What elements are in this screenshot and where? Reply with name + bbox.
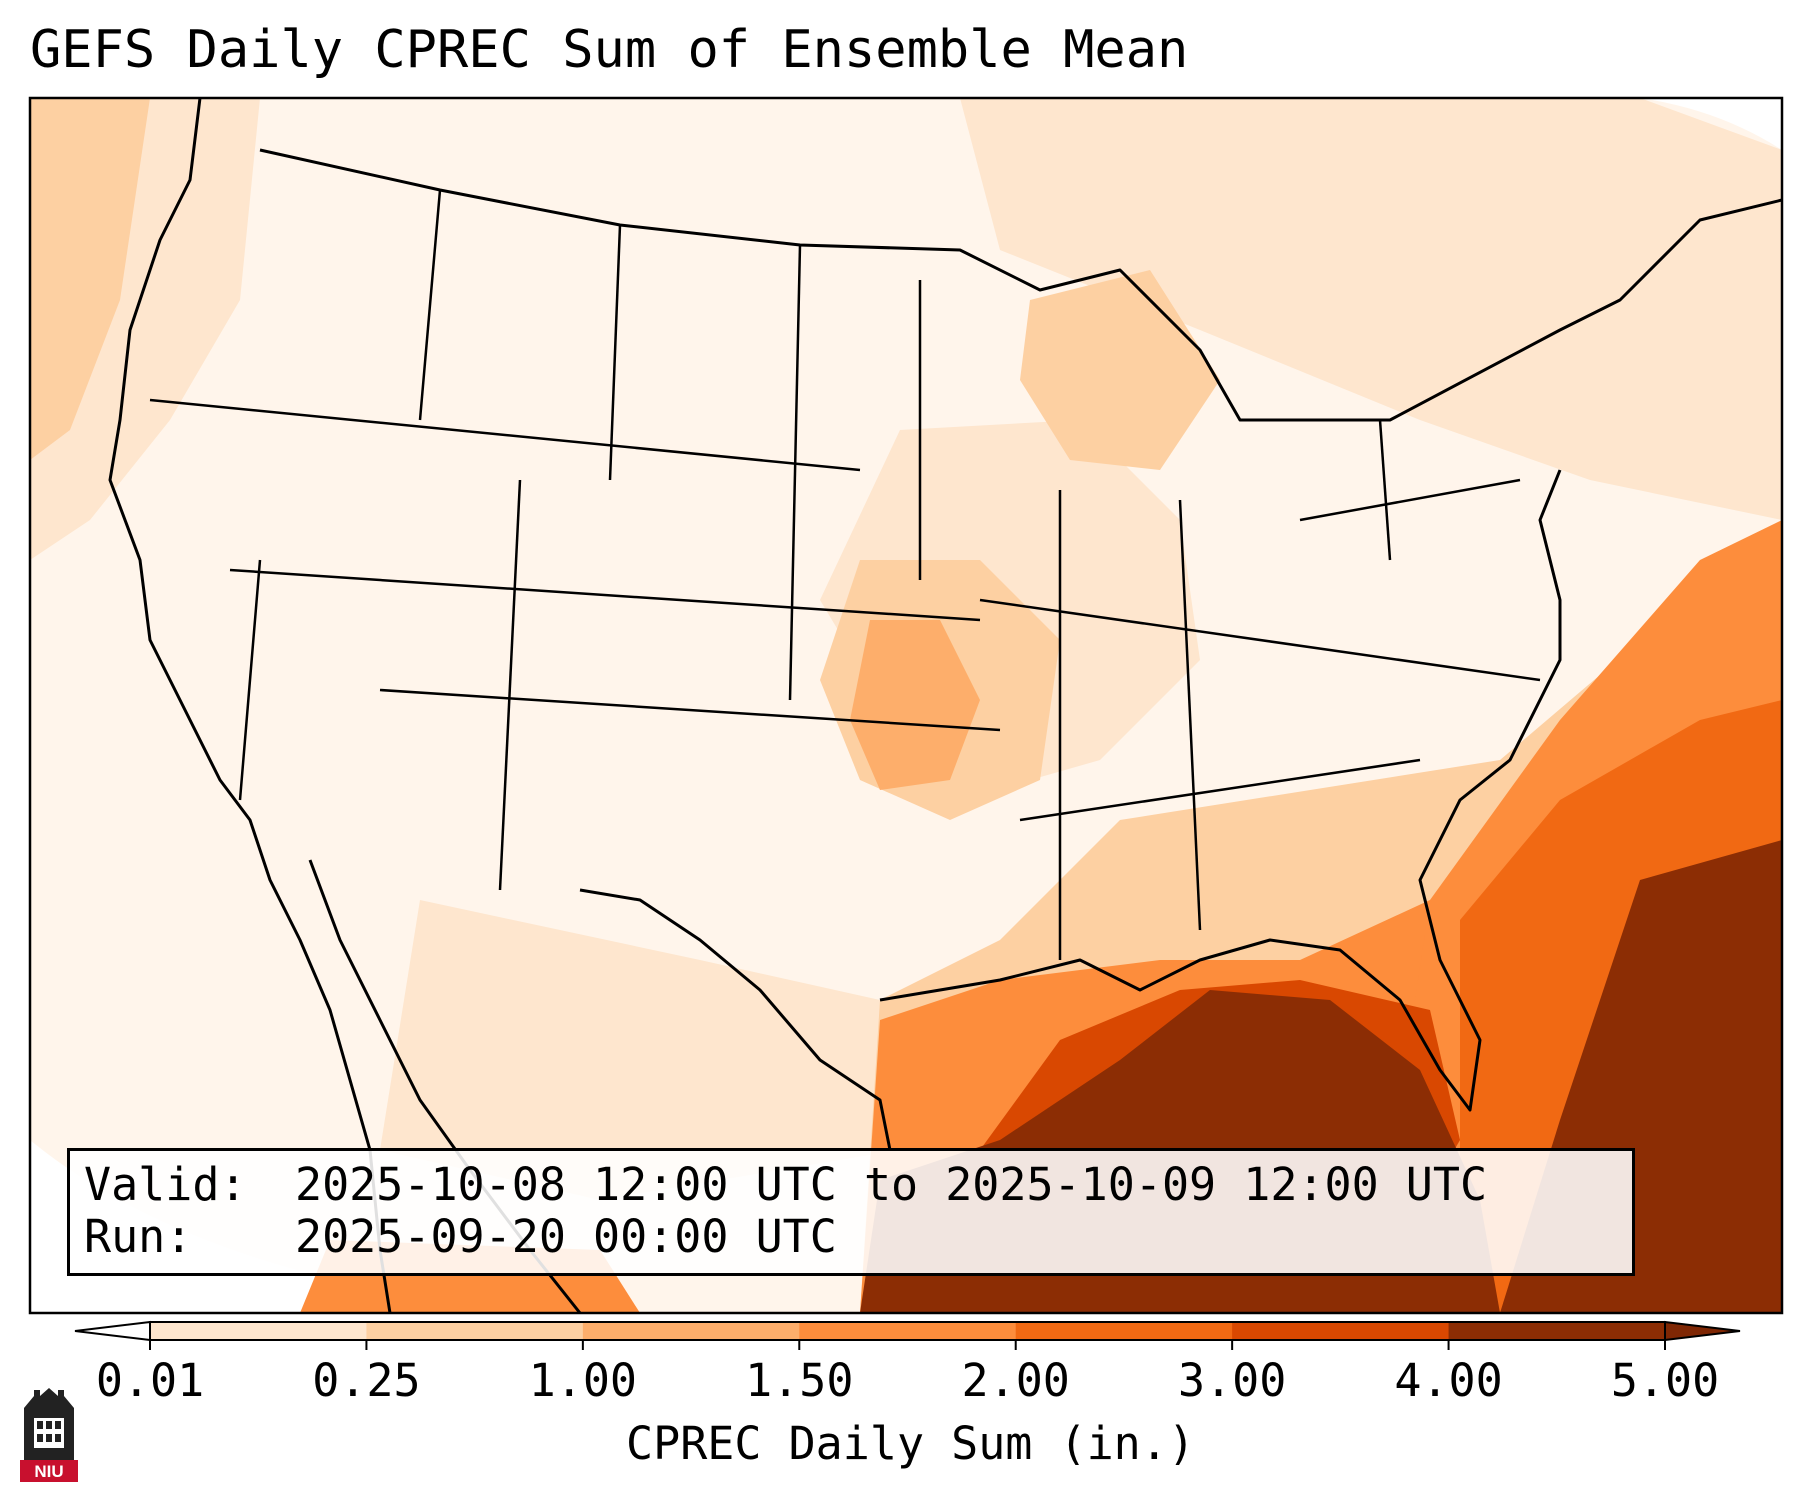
precip-area-pacific-nw-moderate [30,98,150,460]
colorbar-tick-label: 1.50 [745,1354,854,1407]
niu-logo-text: NIU [34,1462,63,1481]
precip-area-south-texas [380,900,900,1200]
map-title: GEFS Daily CPREC Sum of Ensemble Mean [30,20,1189,80]
run-label: Run: [84,1210,193,1263]
run-value: 2025-09-20 00:00 UTC [295,1210,837,1263]
run-row: Run: 2025-09-20 00:00 UTC [84,1211,1618,1263]
colorbar-tick-label: 2.00 [961,1354,1070,1407]
colorbar-tick-label: 5.00 [1610,1354,1720,1407]
colorbar [74,1320,1741,1350]
projection-outside-top [1640,98,1782,150]
colorbar-segment [366,1322,584,1340]
colorbar-segment [582,1322,800,1340]
colorbar-segment [1015,1322,1233,1340]
run-info-box: Valid: 2025-10-08 12:00 UTC to 2025-10-09… [67,1148,1635,1276]
map-boundaries [108,98,1782,1313]
colorbar-tick-label: 4.00 [1394,1354,1503,1407]
valid-label: Valid: [84,1158,247,1211]
valid-value: 2025-10-08 12:00 UTC to 2025-10-09 12:00… [295,1158,1488,1211]
colorbar-tick-label: 3.00 [1177,1354,1287,1407]
valid-row: Valid: 2025-10-08 12:00 UTC to 2025-10-09… [84,1159,1618,1211]
gulf-coastline [879,469,1562,1112]
colorbar-tick-label: 0.01 [95,1354,205,1407]
colorbar-segment [1448,1322,1666,1340]
colorbar-frame [149,1321,1666,1341]
state-borders [149,189,1541,960]
colorbar-over-arrow [1664,1320,1741,1342]
west-coastline [108,98,392,1313]
colorbar-label: CPREC Daily Sum (in.) [626,1417,1195,1470]
colorbar-segment [799,1322,1017,1340]
precip-area-northeast [960,98,1782,520]
niu-castle-icon: NIU [20,1388,78,1482]
colorbar-tick-label: 1.00 [528,1354,638,1407]
colorbar-segment [150,1322,367,1340]
colorbar-under-arrow [74,1320,151,1342]
colorbar-segment [1232,1322,1450,1340]
canada-us-border [259,148,1782,422]
rio-grande-border [579,888,892,1151]
precip-area-plains-core [850,620,980,790]
map-frame [28,96,1784,1315]
colorbar-tick-label: 0.25 [312,1354,421,1407]
